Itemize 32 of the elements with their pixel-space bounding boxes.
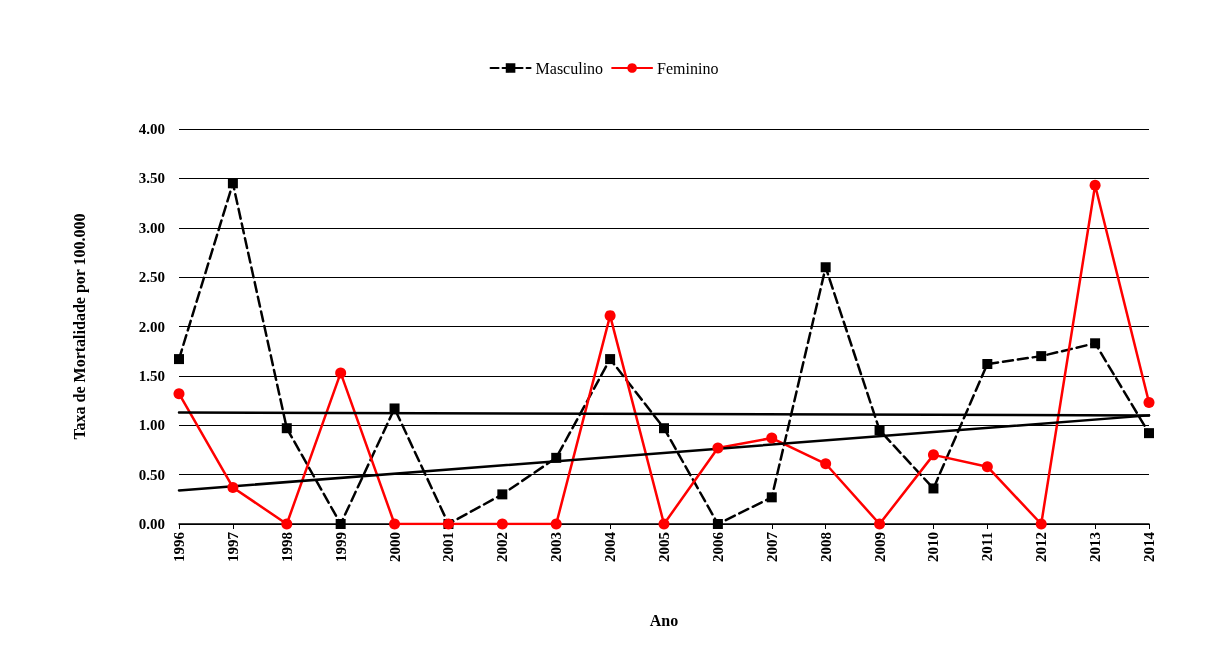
x-tick-label: 2004 bbox=[602, 531, 619, 562]
y-axis-title: Taxa de Mortalidade por 100.000 bbox=[70, 213, 89, 440]
y-tick-label: 1.00 bbox=[138, 417, 165, 434]
y-tick-label: 0.50 bbox=[138, 466, 165, 483]
x-tick-label: 2003 bbox=[548, 532, 565, 562]
x-tick-label: 2002 bbox=[494, 532, 511, 562]
x-tick-label: 2007 bbox=[763, 531, 780, 562]
x-tick-label: 2000 bbox=[386, 532, 403, 562]
y-tick-label: 2.50 bbox=[138, 269, 165, 286]
x-tick-label: 2005 bbox=[656, 532, 672, 562]
x-tick-label: 2008 bbox=[817, 532, 834, 562]
x-tick-label: 2013 bbox=[1087, 532, 1104, 562]
x-axis-title: Ano bbox=[649, 611, 679, 629]
y-tick-label: 4.00 bbox=[138, 121, 165, 137]
x-tick-label: 1996 bbox=[171, 531, 187, 562]
y-tick-label: 3.00 bbox=[138, 219, 165, 236]
x-tick-label: 2011 bbox=[979, 532, 996, 562]
x-tick-label: 2009 bbox=[871, 532, 888, 562]
x-tick-label: 2012 bbox=[1033, 532, 1050, 562]
legend-label: Feminino bbox=[657, 59, 719, 77]
x-tick-label: 2001 bbox=[440, 532, 457, 562]
legend-label: Masculino bbox=[535, 59, 604, 77]
x-tick-label: 1998 bbox=[278, 532, 295, 562]
y-tick-label: 0.00 bbox=[138, 516, 165, 532]
x-tick-label: 2006 bbox=[709, 531, 726, 562]
x-tick-label: 1999 bbox=[332, 532, 349, 562]
x-tick-label: 2014 bbox=[1141, 531, 1157, 562]
y-tick-label: 2.00 bbox=[138, 318, 165, 335]
x-tick-label: 2010 bbox=[925, 532, 942, 562]
y-tick-label: 1.50 bbox=[138, 367, 165, 384]
y-tick-label: 3.50 bbox=[138, 170, 165, 187]
x-tick-label: 1997 bbox=[224, 531, 241, 562]
